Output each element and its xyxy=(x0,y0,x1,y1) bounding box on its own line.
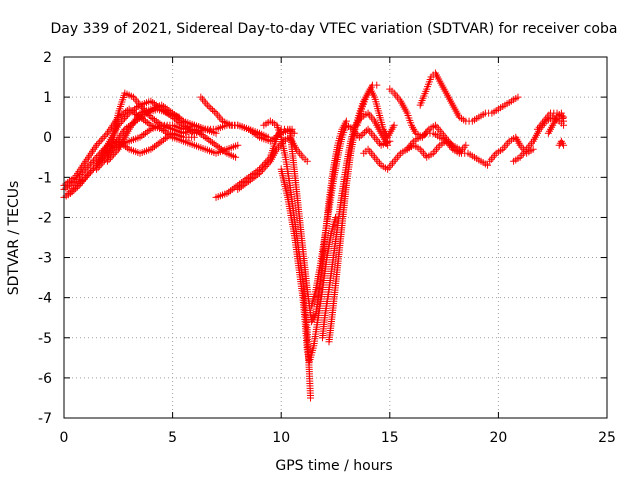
plot-frame xyxy=(63,56,608,419)
x-tick-labels: 0 5 10 15 20 25 xyxy=(60,430,616,446)
y-tick-label: -3 xyxy=(38,251,52,267)
series-arc-25 xyxy=(544,109,568,137)
chart-title: Day 339 of 2021, Sidereal Day-to-day VTE… xyxy=(51,21,618,37)
y-tick-label: 1 xyxy=(43,90,52,106)
y-tick-label: -4 xyxy=(38,291,52,307)
y-tick-label: -2 xyxy=(38,210,52,226)
series-arc-7 xyxy=(99,105,183,161)
series-arc-15 xyxy=(318,109,392,342)
x-tick-label: 25 xyxy=(598,430,616,446)
series-arc-8 xyxy=(197,93,272,141)
x-tick-label: 20 xyxy=(489,430,507,446)
series-arc-14 xyxy=(308,121,394,310)
x-tick-label: 5 xyxy=(168,430,177,446)
x-tick-label: 0 xyxy=(60,430,69,446)
y-tick-labels: -7 -6 -5 -4 -3 -2 -1 0 1 2 xyxy=(38,50,52,427)
series-arc-10 xyxy=(234,133,311,193)
x-axis-label: GPS time / hours xyxy=(275,458,392,474)
series-arc-12 xyxy=(277,165,339,366)
series-arc-17 xyxy=(353,85,398,141)
y-tick-label: 2 xyxy=(43,50,52,66)
y-tick-label: -7 xyxy=(38,411,52,427)
data-marks xyxy=(60,69,568,402)
y-axis-label: SDTVAR / TECUs xyxy=(6,181,22,296)
series-arc-26 xyxy=(555,137,568,149)
y-tick-label: -1 xyxy=(38,170,52,186)
series-arc-21 xyxy=(416,69,522,125)
y-tick-label: -6 xyxy=(38,371,52,387)
series-arc-20 xyxy=(403,137,470,161)
x-tick-label: 10 xyxy=(272,430,290,446)
y-tick-label: -5 xyxy=(38,331,52,347)
y-tick-label: 0 xyxy=(43,130,52,146)
x-tick-label: 15 xyxy=(381,430,399,446)
